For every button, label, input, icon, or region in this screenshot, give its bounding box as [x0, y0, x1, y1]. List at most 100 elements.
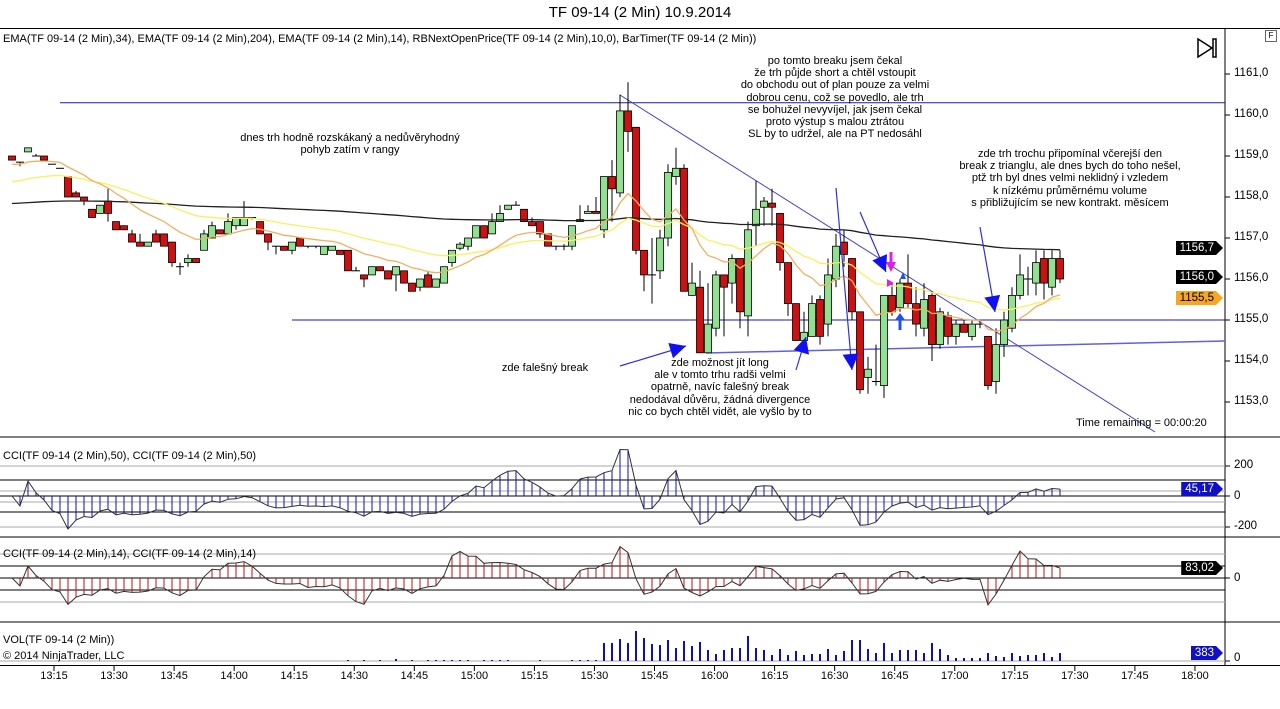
candle-up	[504, 204, 512, 210]
candle-down	[384, 270, 392, 280]
candle-up	[672, 167, 680, 177]
chart-frame	[0, 28, 1280, 666]
candle-down	[256, 221, 264, 235]
candle-down	[8, 155, 16, 161]
candle-down	[768, 202, 776, 208]
candle-down	[136, 241, 144, 247]
candle-down	[344, 249, 352, 272]
time-tick-label: 14:00	[220, 670, 248, 682]
candle-up	[584, 210, 592, 214]
candle-down	[104, 200, 112, 214]
annotation-range: dnes trh hodně rozskákaný a nedůvěryhodn…	[240, 132, 460, 157]
price-tick-label: 1159,0	[1234, 149, 1269, 161]
copyright: © 2014 NinjaTrader, LLC	[3, 650, 125, 662]
time-tick-label: 15:45	[640, 670, 669, 682]
arrow-head-icon	[668, 342, 686, 359]
ema14-badge: 1155,5	[1176, 291, 1223, 305]
candle-up	[232, 217, 240, 227]
candle-down	[528, 221, 536, 227]
price-tick-label: 1160,0	[1234, 108, 1269, 120]
candle-down	[736, 258, 744, 313]
last-price-badge: 1156,0	[1176, 270, 1223, 284]
time-tick-label: 13:45	[160, 670, 188, 682]
candle-up	[488, 221, 496, 235]
cci14-plot	[11, 545, 1061, 606]
time-tick-label: 18:00	[1181, 670, 1209, 682]
price-tick-label: 1161,0	[1234, 67, 1269, 79]
candle-up	[320, 245, 328, 255]
candle-down	[960, 323, 968, 333]
candle-down	[928, 294, 936, 345]
time-tick-label: 16:00	[700, 670, 729, 682]
time-tick-label: 13:15	[40, 670, 68, 682]
candle-up	[952, 323, 960, 337]
blue-arrow-shaft	[898, 320, 902, 330]
candle-down	[592, 210, 600, 214]
pink-arrow-shaft	[889, 252, 893, 262]
candle-down	[152, 233, 160, 243]
candle-up	[328, 245, 336, 251]
candle-down	[216, 229, 224, 235]
candle-down	[296, 237, 304, 247]
cci14-label: CCI(TF 09-14 (2 Min),14), CCI(TF 09-14 (…	[3, 548, 257, 560]
blue-up-arrow-icon	[895, 313, 905, 320]
time-tick-label: 16:45	[880, 670, 909, 682]
candle-up	[936, 311, 944, 345]
cci14-badge: 83,02	[1181, 561, 1223, 575]
candle-down	[424, 274, 432, 288]
volume-plot	[347, 631, 1061, 661]
time-tick-label: 15:00	[460, 670, 489, 682]
candle-down	[696, 286, 704, 354]
arrow-head-icon	[842, 353, 859, 370]
candle-down	[112, 221, 120, 231]
candle-up	[664, 171, 672, 239]
candle-down	[400, 270, 408, 284]
price-tick-label: 1154,0	[1234, 354, 1269, 366]
candle-down	[984, 335, 992, 386]
candle-down	[624, 110, 632, 132]
candle-down	[160, 233, 168, 247]
arrow-head-icon	[984, 294, 1001, 312]
candle-up	[616, 110, 624, 194]
ema204-line	[11, 200, 1061, 251]
small-blue-up-marker-icon	[900, 272, 906, 279]
volume-label: VOL(TF 09-14 (2 Min))	[3, 634, 115, 646]
candle-down	[1056, 258, 1064, 280]
candle-up	[392, 266, 400, 276]
candle-up	[368, 266, 376, 276]
candle-down	[640, 249, 648, 276]
candle-up	[432, 278, 440, 288]
cci50-label: CCI(TF 09-14 (2 Min),50), CCI(TF 09-14 (…	[3, 450, 257, 462]
candle-up	[1000, 319, 1008, 346]
candle-up	[808, 303, 816, 337]
candle-down	[792, 303, 800, 341]
candle-down	[168, 241, 176, 264]
volume-axis-0: 0	[1234, 652, 1241, 664]
candle-up	[1048, 258, 1056, 288]
f-button[interactable]: F	[1265, 30, 1277, 42]
price-tick-label: 1155,0	[1234, 313, 1269, 325]
candle-down	[784, 262, 792, 305]
candle-down	[608, 176, 616, 190]
candle-up	[728, 258, 736, 284]
price-tick-label: 1156,0	[1234, 272, 1269, 284]
scroll-to-end-icon[interactable]	[1196, 37, 1218, 62]
candle-up	[144, 241, 152, 247]
candle-down	[904, 282, 912, 305]
candle-down	[192, 258, 200, 263]
candle-down	[360, 274, 368, 280]
arrow-head-icon	[793, 337, 810, 355]
ema14-line	[11, 160, 1061, 332]
window-title: TF 09-14 (2 Min) 10.9.2014	[548, 4, 732, 21]
candle-down	[1040, 258, 1048, 284]
annotation-arrows	[619, 187, 1001, 371]
time-tick-label: 16:15	[760, 670, 789, 682]
candle-down	[376, 266, 384, 272]
candle-up	[440, 266, 448, 284]
candles	[8, 82, 1064, 398]
candle-up	[472, 225, 480, 239]
candle-up	[864, 368, 872, 378]
candle-up	[200, 233, 208, 251]
candle-up	[464, 237, 472, 247]
